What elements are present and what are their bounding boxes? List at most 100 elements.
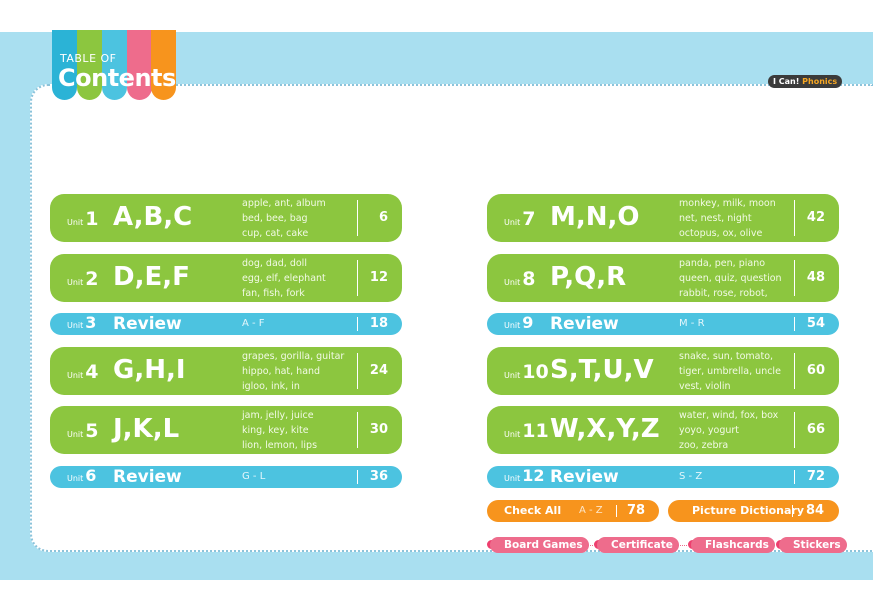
- unit-row-7[interactable]: Unit 7 M,N,O monkey, milk, moon net, nest,…: [487, 194, 839, 242]
- unit-row-8[interactable]: Unit 8 P,Q,R panda, pen, piano queen, quiz…: [487, 254, 839, 302]
- unit-word: Unit: [67, 371, 84, 380]
- unit-words: apple, ant, album bed, bee, bag cup, cat, …: [242, 196, 326, 241]
- unit-review: Review: [113, 314, 182, 334]
- word-line: hippo, hat, hand: [242, 366, 321, 377]
- word-line: dog, dad, doll: [242, 258, 307, 269]
- word-line: igloo, ink, in: [242, 381, 300, 392]
- word-line: tiger, umbrella, uncle: [679, 366, 781, 377]
- unit-word: Unit: [67, 474, 84, 483]
- unit-range: S - Z: [679, 471, 703, 482]
- tab-stickers[interactable]: Stickers: [779, 537, 847, 553]
- unit-word: Unit: [67, 278, 84, 287]
- unit-label: Unit 7: [504, 208, 536, 230]
- separator: [357, 200, 358, 236]
- unit-number: 4: [85, 361, 99, 383]
- page-number: 60: [806, 363, 825, 378]
- word-line: king, key, kite: [242, 425, 309, 436]
- word-line: queen, quiz, question: [679, 273, 782, 284]
- page-number: 24: [369, 363, 388, 378]
- word-line: monkey, milk, moon: [679, 198, 776, 209]
- page-number: 72: [806, 469, 825, 484]
- unit-letters: W,X,Y,Z: [550, 414, 660, 444]
- page-number: 18: [369, 316, 388, 331]
- title-small: TABLE OF: [60, 52, 117, 65]
- unit-row-10[interactable]: Unit 10 S,T,U,V snake, sun, tomato, tiger,…: [487, 347, 839, 395]
- unit-range: A - F: [242, 318, 265, 329]
- page-number: 54: [806, 316, 825, 331]
- stripe-pink: [127, 30, 152, 100]
- separator: [794, 470, 795, 484]
- unit-row-5[interactable]: Unit 5 J,K,L jam, jelly, juice king, key, …: [50, 406, 402, 454]
- unit-row-2[interactable]: Unit 2 D,E,F dog, dad, doll egg, elf, elep…: [50, 254, 402, 302]
- word-line: fan, fish, fork: [242, 288, 305, 299]
- separator: [794, 317, 795, 331]
- unit-label: Unit 2: [67, 268, 99, 290]
- tab-flashcards[interactable]: Flashcards: [691, 537, 775, 553]
- tab-certificate[interactable]: Certificate: [597, 537, 679, 553]
- unit-number: 11: [522, 420, 549, 442]
- page-number: 6: [378, 210, 388, 225]
- unit-letters: D,E,F: [113, 262, 190, 292]
- separator: [794, 412, 795, 448]
- unit-letters: A,B,C: [113, 202, 193, 232]
- page-number: 66: [806, 422, 825, 437]
- separator: [357, 470, 358, 484]
- word-line: egg, elf, elephant: [242, 273, 326, 284]
- unit-row-9[interactable]: Unit 9 Review M - R 54: [487, 313, 839, 335]
- word-line: bed, bee, bag: [242, 213, 308, 224]
- unit-word: Unit: [67, 321, 84, 330]
- check-all-page: 78: [627, 503, 646, 518]
- page-title: Contents: [58, 64, 176, 92]
- unit-number: 9: [522, 313, 534, 332]
- separator: [357, 260, 358, 296]
- picture-dictionary-label: Picture Dictionary: [692, 504, 805, 517]
- unit-label: Unit 4: [67, 361, 99, 383]
- unit-word: Unit: [67, 218, 84, 227]
- word-line: apple, ant, album: [242, 198, 326, 209]
- unit-row-1[interactable]: Unit 1 A,B,C apple, ant, album bed, bee, b…: [50, 194, 402, 242]
- unit-label: Unit 6: [67, 466, 96, 485]
- unit-number: 3: [85, 313, 97, 332]
- word-line: panda, pen, piano: [679, 258, 766, 269]
- separator: [357, 412, 358, 448]
- unit-review: Review: [550, 314, 619, 334]
- unit-label: Unit 3: [67, 313, 96, 332]
- picture-dictionary-button[interactable]: Picture Dictionary 84: [668, 500, 839, 522]
- separator: [357, 317, 358, 331]
- separator: [794, 260, 795, 296]
- unit-number: 6: [85, 466, 97, 485]
- page-number: 12: [369, 270, 388, 285]
- unit-words: monkey, milk, moon net, nest, night octopu…: [679, 196, 776, 241]
- unit-label: Unit 5: [67, 420, 99, 442]
- page-number: 48: [806, 270, 825, 285]
- page-number: 42: [806, 210, 825, 225]
- unit-review: Review: [113, 467, 182, 487]
- unit-word: Unit: [504, 278, 521, 287]
- word-line: net, nest, night: [679, 213, 752, 224]
- unit-row-3[interactable]: Unit 3 Review A - F 18: [50, 313, 402, 335]
- unit-label: Unit 8: [504, 268, 536, 290]
- unit-range: M - R: [679, 318, 705, 329]
- word-line: vest, violin: [679, 381, 731, 392]
- unit-row-12[interactable]: Unit 12 Review S - Z 72: [487, 466, 839, 488]
- word-line: lion, lemon, lips: [242, 440, 318, 451]
- unit-word: Unit: [504, 371, 521, 380]
- unit-row-4[interactable]: Unit 4 G,H,I grapes, gorilla, guitar hippo…: [50, 347, 402, 395]
- check-all-button[interactable]: Check All A - Z 78: [487, 500, 659, 522]
- unit-review: Review: [550, 467, 619, 487]
- check-all-range: A - Z: [579, 505, 603, 516]
- separator: [794, 200, 795, 236]
- unit-row-11[interactable]: Unit 11 W,X,Y,Z water, wind, fox, box yoyo…: [487, 406, 839, 454]
- unit-letters: J,K,L: [113, 414, 180, 444]
- brand-phonics: Phonics: [802, 77, 838, 86]
- unit-word: Unit: [504, 321, 521, 330]
- unit-number: 1: [85, 208, 99, 230]
- unit-words: dog, dad, doll egg, elf, elephant fan, fis…: [242, 256, 326, 301]
- unit-number: 10: [522, 361, 549, 383]
- unit-word: Unit: [504, 218, 521, 227]
- tab-board-games[interactable]: Board Games: [490, 537, 589, 553]
- unit-word: Unit: [504, 474, 521, 483]
- word-line: jam, jelly, juice: [242, 410, 314, 421]
- unit-row-6[interactable]: Unit 6 Review G - L 36: [50, 466, 402, 488]
- brand-logo: I Can! Phonics: [768, 75, 843, 88]
